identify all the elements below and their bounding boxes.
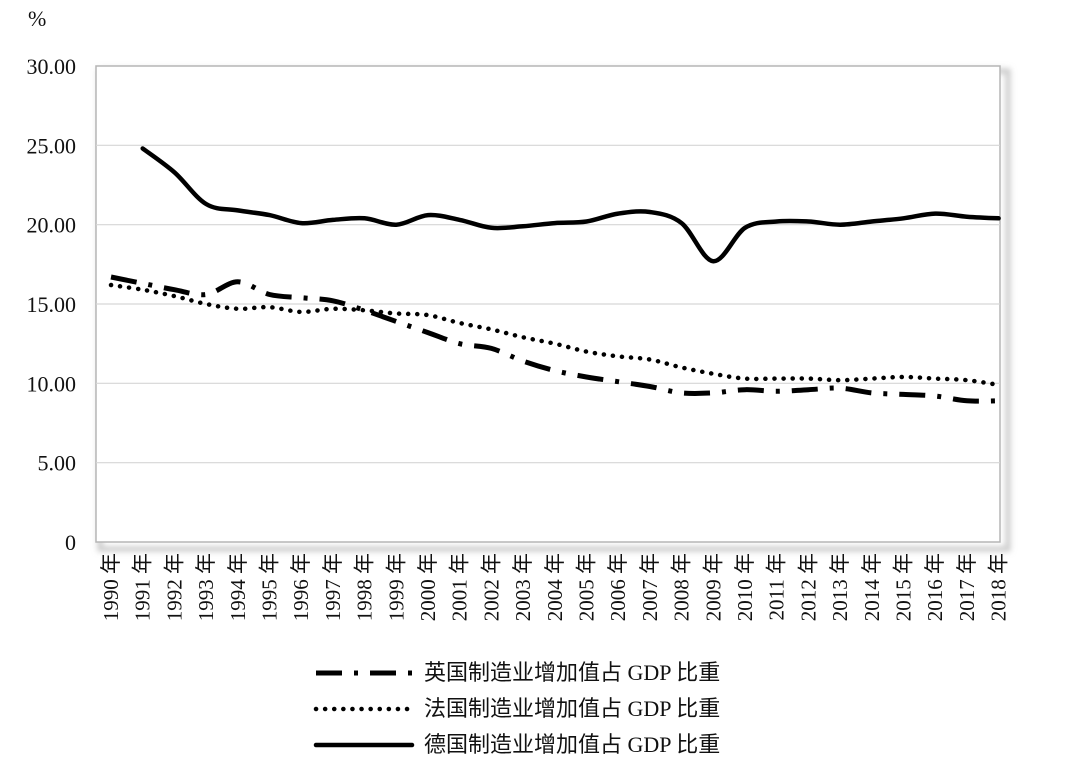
y-tick-label: 10.00: [27, 371, 77, 396]
y-tick-label: 30.00: [27, 54, 77, 79]
series-lines: [108, 146, 1001, 404]
x-tick-label: 1991 年: [131, 553, 155, 621]
x-tick-label: 2014 年: [860, 553, 884, 621]
x-tick-label: 1996 年: [289, 553, 313, 621]
series-line-uk: [110, 274, 999, 404]
x-tick-label: 1999 年: [384, 553, 408, 621]
x-tick-label: 2004 年: [543, 553, 567, 621]
x-tick-label: 2003 年: [511, 553, 535, 621]
x-tick-label: 2005 年: [575, 553, 599, 621]
legend-item-france: 法国制造业增加值占 GDP 比重: [313, 696, 720, 721]
x-tick-label: 2006 年: [606, 553, 630, 621]
y-tick-label: 15.00: [27, 292, 77, 317]
x-tick-label: 2012 年: [796, 553, 820, 621]
x-tick-label: 1995 年: [258, 553, 282, 621]
x-tick-label: 2009 年: [701, 553, 725, 621]
x-tick-label: 1992 年: [162, 553, 186, 621]
x-tick-label: 2015 年: [892, 553, 916, 621]
x-tick-label: 1998 年: [353, 553, 377, 621]
y-tick-label: 5.00: [38, 451, 77, 476]
x-tick-label: 2016 年: [923, 553, 947, 621]
legend-item-germany: 德国制造业增加值占 GDP 比重: [313, 732, 720, 757]
y-tick-label: 25.00: [27, 133, 77, 158]
x-tick-label: 2010 年: [733, 553, 757, 621]
x-tick-label: 2007 年: [638, 553, 662, 621]
x-tick-label: 2000 年: [416, 553, 440, 621]
series-line-germany: [140, 146, 1001, 264]
y-tick-label: 0: [65, 530, 76, 555]
x-tick-label: 1990 年: [99, 553, 123, 621]
x-tick-label: 2002 年: [479, 553, 503, 621]
legend-item-uk: 英国制造业增加值占 GDP 比重: [316, 660, 720, 685]
x-tick-label: 1994 年: [226, 553, 250, 621]
x-axis-ticks: 1990 年 1991 年 1992 年 1993 年 1994 年 1995 年 1996…: [99, 553, 1011, 621]
legend-label: 法国制造业增加值占 GDP 比重: [424, 696, 720, 721]
x-tick-label: 2013 年: [828, 553, 852, 621]
x-tick-label: 2008 年: [670, 553, 694, 621]
x-tick-label: 2017 年: [955, 553, 979, 621]
y-unit-label: %: [28, 6, 46, 31]
series-line-france: [108, 282, 1001, 388]
y-axis-ticks: 0 5.00 10.00 15.00 20.00 25.00 30.00: [27, 54, 77, 555]
x-tick-label: 2011 年: [765, 553, 789, 620]
x-tick-label: 2018 年: [987, 553, 1011, 621]
legend-label: 英国制造业增加值占 GDP 比重: [424, 660, 720, 685]
x-tick-label: 2001 年: [448, 553, 472, 621]
y-tick-label: 20.00: [27, 213, 77, 238]
legend-label: 德国制造业增加值占 GDP 比重: [424, 732, 720, 757]
x-tick-label: 1997 年: [321, 553, 345, 621]
x-tick-label: 1993 年: [194, 553, 218, 621]
